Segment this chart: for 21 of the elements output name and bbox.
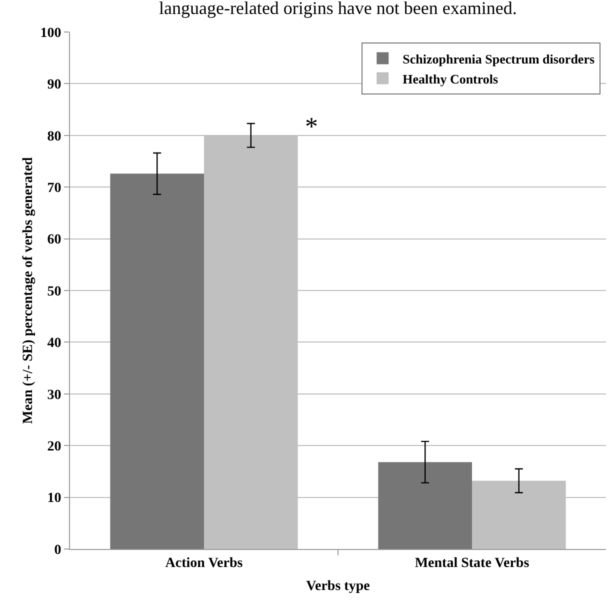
y-axis-title: Mean (+/- SE) percentage of verbs generated — [21, 156, 36, 424]
bar — [110, 174, 204, 549]
y-tick-label: 40 — [47, 336, 62, 352]
y-tick-label: 80 — [47, 129, 62, 144]
legend-label: Schizophrenia Spectrum disorders — [402, 51, 595, 66]
text: language-related origins have not been examined. — [159, 0, 517, 18]
y-tick-label: 100 — [40, 26, 62, 41]
y-tick-label: 0 — [54, 542, 62, 558]
bar — [378, 462, 472, 549]
x-tick-label: Action Verbs — [165, 556, 244, 571]
y-tick-label: 90 — [47, 78, 62, 93]
y-tick-label: 70 — [47, 181, 62, 196]
y-tick-label: 60 — [47, 232, 62, 248]
y-tick-label: 50 — [47, 284, 62, 300]
legend-label: Healthy Controls — [402, 71, 498, 86]
y-tick-label: 30 — [47, 388, 62, 403]
x-axis-title: Verbs type — [306, 579, 370, 594]
annotation: * — [305, 112, 318, 141]
y-tick-label: 10 — [47, 491, 62, 506]
y-tick-label: 20 — [47, 440, 62, 454]
x-tick-label: Mental State Verbs — [414, 556, 530, 571]
